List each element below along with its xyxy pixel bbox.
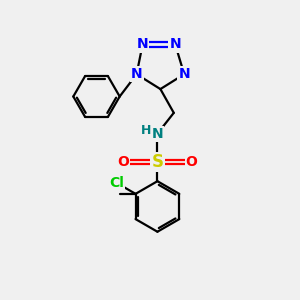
Text: N: N — [169, 38, 181, 52]
Text: N: N — [178, 67, 190, 81]
Text: S: S — [152, 153, 164, 171]
Text: Cl: Cl — [109, 176, 124, 190]
Text: N: N — [152, 127, 163, 141]
Text: O: O — [117, 155, 129, 169]
Text: N: N — [137, 38, 148, 52]
Text: O: O — [186, 155, 197, 169]
Text: N: N — [131, 67, 142, 81]
Text: H: H — [141, 124, 151, 136]
